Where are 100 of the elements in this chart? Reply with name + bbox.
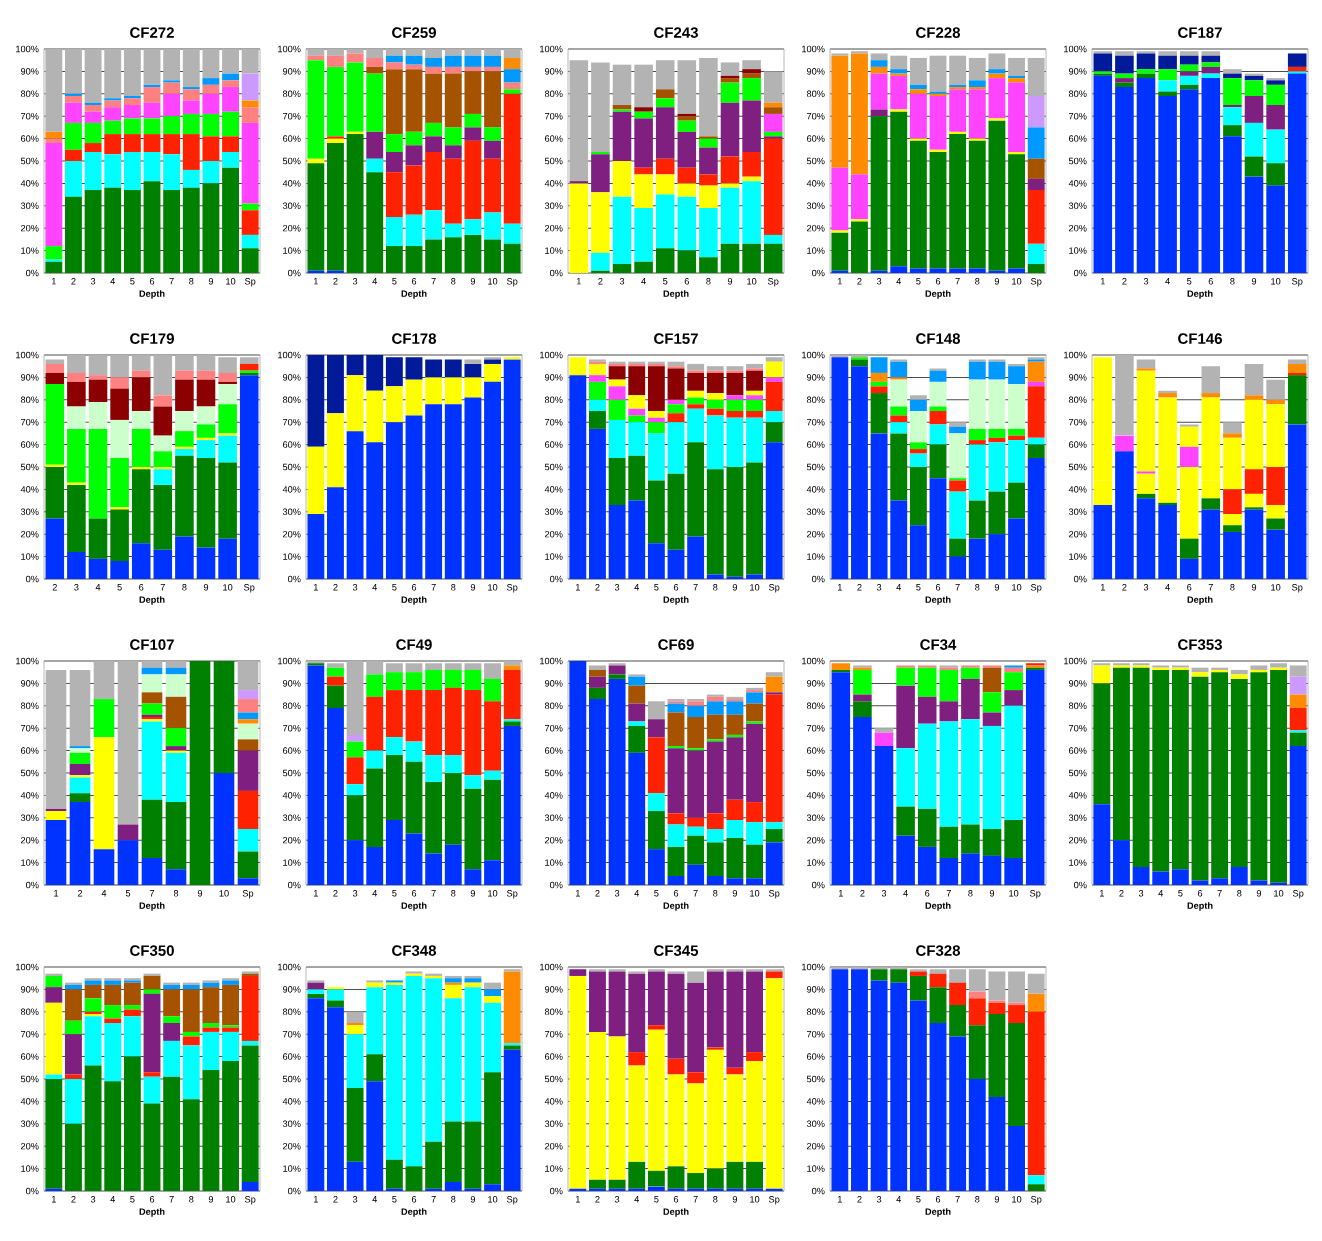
bar [163, 1016, 181, 1023]
bar [746, 370, 763, 391]
bar [123, 982, 141, 1006]
bar [153, 395, 173, 407]
bar [746, 971, 763, 1053]
chart-title: CF345 [654, 945, 699, 956]
bar [1093, 505, 1113, 579]
bar [687, 390, 705, 398]
bar [968, 440, 986, 445]
y-tick-label: 70% [545, 418, 563, 426]
bar [346, 375, 364, 432]
bar [746, 721, 763, 724]
bar [870, 372, 888, 382]
bar [366, 131, 384, 159]
bar [1179, 426, 1199, 447]
bar [1093, 53, 1113, 72]
x-tick-label: 10 [1012, 1196, 1022, 1203]
y-tick-label: 70% [283, 1030, 301, 1038]
bar [45, 143, 63, 247]
bar [67, 428, 86, 483]
bar [218, 372, 237, 382]
y-tick-label: 80% [544, 1008, 563, 1016]
bar [1287, 359, 1307, 364]
bar [647, 849, 665, 885]
bar [327, 48, 344, 56]
x-tick-label: 5 [654, 584, 659, 591]
chart-title: CF34 [920, 639, 957, 650]
bar [464, 978, 482, 983]
x-tick-label: 2 [860, 890, 865, 897]
x-tick-label: 3 [90, 1196, 96, 1203]
bar [726, 820, 744, 838]
x-tick-label: 3 [90, 278, 96, 285]
bar [589, 381, 606, 400]
bar [589, 1179, 606, 1189]
x-tick-label: 8 [1230, 278, 1235, 285]
bar [851, 221, 868, 273]
bar [425, 1141, 443, 1189]
bar [1115, 435, 1134, 452]
bar [110, 507, 129, 510]
bar [765, 692, 783, 695]
bar [143, 152, 161, 182]
bar [346, 53, 364, 63]
y-tick-label: 10% [283, 859, 301, 866]
y-tick-label: 10% [807, 553, 825, 560]
bar [45, 1078, 63, 1189]
x-tick-label: 10 [747, 278, 757, 285]
bar [909, 140, 927, 269]
bar [647, 433, 665, 481]
x-tick-label: 7 [955, 584, 960, 591]
bar [241, 122, 259, 204]
y-tick-label: 0% [1073, 881, 1087, 889]
bar [608, 379, 626, 387]
y-tick-label: 20% [21, 1142, 39, 1150]
bar [346, 1025, 364, 1035]
bar [742, 176, 761, 182]
bar [742, 152, 761, 177]
x-tick-label: 8 [451, 278, 456, 285]
bar [444, 978, 462, 983]
x-tick-label: 7 [1208, 584, 1213, 591]
x-axis-title: Depth [139, 1208, 165, 1217]
bar [831, 53, 849, 56]
bar [67, 372, 86, 382]
bar [1136, 370, 1156, 472]
bar [385, 422, 403, 579]
bar [929, 152, 947, 269]
bar [961, 678, 980, 720]
bar [647, 1170, 665, 1187]
bar [241, 234, 259, 249]
bar [890, 377, 908, 380]
bar [307, 163, 325, 271]
bar [1158, 69, 1177, 81]
bar [896, 685, 915, 749]
bar [153, 354, 173, 396]
bar [612, 109, 632, 112]
x-axis-title: Depth [663, 596, 689, 605]
bar [218, 538, 237, 579]
y-tick-label: 100% [802, 45, 825, 53]
bar [765, 442, 783, 579]
bar [874, 732, 894, 747]
bar [503, 48, 521, 58]
bar [327, 143, 344, 271]
bar [765, 410, 783, 423]
x-tick-label: 2 [71, 278, 76, 285]
x-tick-label: 9 [732, 1196, 738, 1203]
bar [131, 543, 151, 579]
bar [143, 1076, 161, 1104]
bar [222, 980, 239, 985]
y-tick-label: 0% [811, 269, 825, 277]
bar [84, 1016, 102, 1066]
x-tick-label: 4 [372, 1196, 378, 1203]
x-tick-label: 2 [333, 890, 338, 897]
bar [870, 116, 888, 271]
bar [608, 971, 626, 1037]
x-tick-label: 3 [1143, 584, 1149, 591]
bar [88, 518, 108, 559]
y-tick-label: 10% [21, 247, 39, 254]
x-axis-title: Depth [139, 290, 165, 299]
y-tick-label: 70% [1069, 418, 1087, 426]
bar [1244, 469, 1264, 494]
bar [484, 212, 501, 240]
